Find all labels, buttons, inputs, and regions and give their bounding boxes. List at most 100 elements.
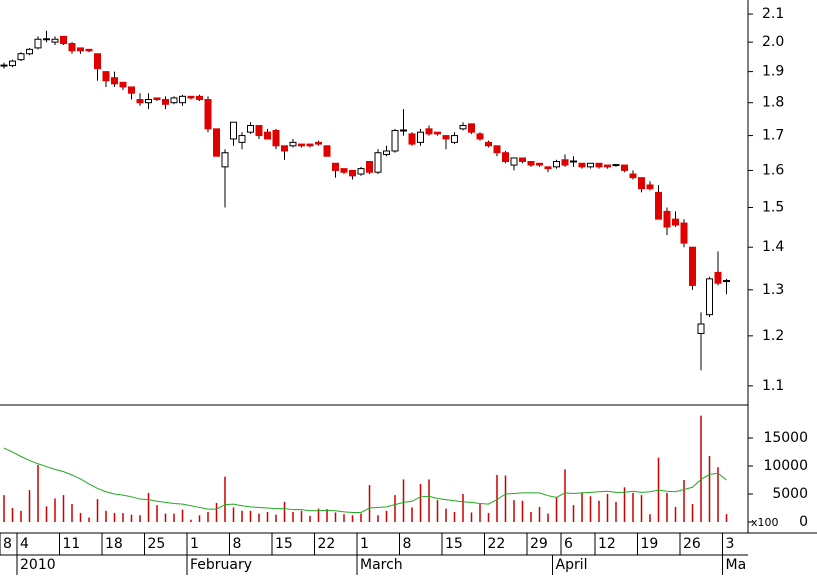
- candle-body: [434, 131, 441, 135]
- candle-body: [570, 160, 577, 163]
- y-tick-label: 1.8: [762, 95, 784, 111]
- x-tick-label: 15: [275, 536, 293, 552]
- candle-body: [119, 81, 127, 88]
- volume-bar: [54, 498, 56, 522]
- candle-body: [638, 177, 645, 190]
- volume-bar: [419, 483, 422, 522]
- candle-body: [43, 38, 50, 41]
- y-tick-label: 1.6: [762, 162, 784, 178]
- candle-body: [187, 95, 195, 99]
- volume-bar: [224, 476, 226, 522]
- candle-body: [255, 125, 263, 137]
- candle-body: [349, 169, 356, 177]
- candle-body: [451, 135, 458, 143]
- x-tick-label: 8: [233, 536, 242, 552]
- candle-body: [60, 35, 67, 45]
- volume-bar: [700, 415, 702, 522]
- x-tick-label: 1: [360, 536, 369, 552]
- volume-bar: [156, 505, 158, 522]
- moving-average-line: [3, 447, 727, 513]
- volume-bar: [164, 513, 167, 522]
- candle-body: [238, 135, 246, 143]
- month-label: February: [190, 557, 252, 573]
- y-tick-label: 1.2: [762, 328, 784, 344]
- x-tick-label: 4: [20, 536, 29, 552]
- volume-bar: [496, 474, 498, 522]
- candle-body: [77, 47, 84, 52]
- volume-bar: [462, 494, 464, 522]
- volume-bar: [708, 455, 711, 522]
- candle-body: [706, 278, 713, 316]
- volume-bar: [623, 487, 626, 522]
- month-label: Ma: [726, 557, 747, 573]
- candle-body: [714, 271, 722, 284]
- candle-body: [111, 77, 118, 85]
- volume-bar: [581, 492, 583, 522]
- volume-bar: [37, 464, 39, 522]
- volume-bar: [215, 502, 218, 522]
- y-tick-label: 1.1: [762, 378, 784, 394]
- volume-bar: [351, 515, 354, 522]
- candle-body: [663, 210, 671, 228]
- candle-body: [136, 99, 144, 104]
- candle-body: [128, 86, 135, 94]
- volume-bar: [130, 514, 133, 522]
- candle-body: [264, 131, 271, 140]
- volume-bar: [547, 513, 549, 522]
- candle-body: [595, 162, 603, 168]
- candle-body: [519, 157, 526, 163]
- candle-body: [391, 130, 399, 152]
- x-tick-label: 18: [105, 536, 123, 552]
- volume-bar: [606, 494, 609, 522]
- volume-bar: [436, 500, 439, 522]
- candle-body: [629, 173, 637, 179]
- candle-body: [425, 128, 433, 135]
- volume-bar: [232, 507, 235, 522]
- volume-bar: [292, 511, 294, 522]
- volume-bar: [666, 492, 668, 522]
- volume-bar: [385, 510, 388, 522]
- candle-body: [68, 43, 76, 52]
- volume-bar: [62, 495, 65, 522]
- volume-bar: [530, 511, 532, 522]
- candle-body: [400, 129, 407, 132]
- volume-bar: [564, 469, 566, 522]
- volume-bar: [674, 506, 677, 522]
- y-tick-label: 15000: [763, 430, 808, 446]
- x-tick-label: 22: [318, 536, 336, 552]
- volume-bar: [615, 501, 617, 522]
- volume-bar: [513, 500, 515, 522]
- candle-body: [230, 121, 237, 140]
- volume-bar: [521, 500, 524, 522]
- y-tick-label: 1.9: [762, 64, 784, 80]
- candle-body: [417, 131, 424, 143]
- x-tick-label: 8: [403, 536, 412, 552]
- volume-bar: [3, 495, 5, 522]
- x-tick-label: 26: [683, 536, 701, 552]
- candle-body: [493, 145, 501, 154]
- y-tick-label: 1.5: [762, 200, 784, 216]
- candle-body: [468, 123, 475, 133]
- x-tick-label: 19: [641, 536, 659, 552]
- candle-body: [162, 99, 169, 105]
- candle-body: [51, 38, 59, 43]
- x-tick-label: 22: [488, 536, 506, 552]
- volume-bar: [139, 515, 141, 522]
- candle-body: [34, 38, 42, 49]
- volume-bar: [394, 495, 396, 522]
- volume-bar: [487, 513, 490, 522]
- volume-bar: [402, 479, 405, 522]
- volume-bar: [632, 492, 634, 522]
- candle-body: [680, 222, 688, 244]
- candle-body: [587, 162, 594, 168]
- candle-body: [655, 191, 662, 220]
- candle-body: [723, 280, 730, 283]
- candle-body: [553, 161, 560, 168]
- volume-bar: [88, 517, 90, 522]
- candle-body: [306, 143, 314, 147]
- volume-bar: [45, 506, 48, 522]
- candle-body: [315, 141, 322, 145]
- candle-body: [332, 162, 339, 171]
- volume-bar: [173, 513, 175, 522]
